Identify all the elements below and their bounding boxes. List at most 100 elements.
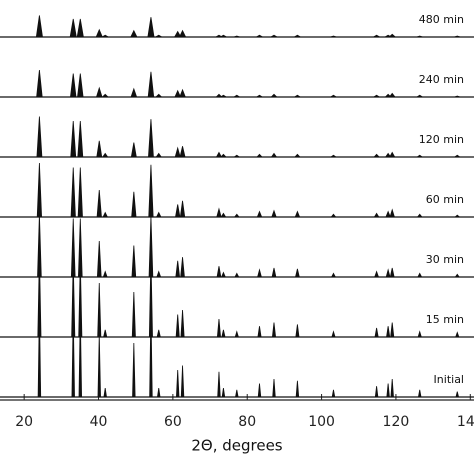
peak [257,268,262,278]
peak [331,330,336,338]
peak [255,94,264,98]
peak [374,270,380,278]
peak [389,208,395,218]
peak [69,18,77,38]
peak [216,207,222,218]
peak [131,191,137,218]
peak [71,311,75,398]
peak [234,272,240,278]
peak [272,378,276,398]
peak [416,213,423,218]
x-tick-label: 40 [90,414,108,430]
peak [156,329,161,338]
x-tick-label: 60 [164,414,182,430]
peak [217,371,221,398]
peak [331,389,336,398]
peak [147,17,155,38]
peak [180,257,185,278]
peak [271,209,277,218]
peak [385,210,391,218]
peak [218,34,228,38]
peak [257,326,262,338]
peak [130,29,138,38]
peak [180,309,185,338]
peak [384,152,392,158]
peak [293,94,302,98]
peak [233,154,241,158]
peak [454,273,460,278]
x-tick-label: 140 [457,414,474,430]
peak [101,152,109,158]
peak [389,267,395,278]
legend-label: 480 min [419,13,464,26]
peak [455,331,460,338]
peak [77,167,83,218]
peak [455,391,460,398]
peak [271,267,277,278]
peak [35,15,43,38]
peak [36,162,43,218]
peak [156,270,162,278]
peak [330,35,337,38]
peak [155,152,162,158]
x-tick-label: 20 [15,414,33,430]
legend-label: Initial [434,373,464,386]
peak [101,93,109,98]
peak [216,266,222,278]
peak [234,330,239,338]
peak [70,167,76,218]
peak [269,34,279,38]
peak [388,92,396,98]
peak [148,164,154,218]
peak [374,327,379,338]
legend-label: 15 min [426,313,464,326]
legend-label: 120 min [419,133,464,146]
x-tick-label: 120 [383,414,410,430]
peak [179,200,186,218]
peak [390,378,394,398]
peak [155,211,162,218]
peak [103,329,108,338]
peak [233,213,240,218]
peak [96,140,103,158]
peak [389,151,396,158]
peak [415,94,424,98]
peak [220,271,226,278]
peak [154,93,163,98]
peak [294,210,301,218]
peak [174,89,182,98]
peak [178,29,187,38]
peak [372,94,381,98]
peak [295,268,300,278]
peak [175,204,181,218]
peak [102,211,109,218]
peak [294,153,301,158]
x-axis-label: 2Θ, degrees [191,437,282,455]
peak [96,189,102,218]
peak [232,94,241,98]
peak [254,34,265,38]
peak [329,154,338,158]
legend-label: 240 min [419,73,464,86]
peak [270,93,278,98]
peak [156,387,161,398]
peak [174,146,181,158]
peak [215,151,223,158]
peak [256,153,263,158]
peak [69,73,77,98]
peak [388,33,397,38]
peak [97,282,102,338]
peak [175,369,180,398]
peak [221,329,226,338]
peak [148,119,154,158]
peak [180,365,185,398]
peak [329,94,338,98]
peak [417,389,422,398]
peak [373,153,381,158]
peak [130,142,137,158]
peak [372,34,382,38]
peak [417,330,422,338]
peak [147,71,155,98]
peak [219,94,228,98]
